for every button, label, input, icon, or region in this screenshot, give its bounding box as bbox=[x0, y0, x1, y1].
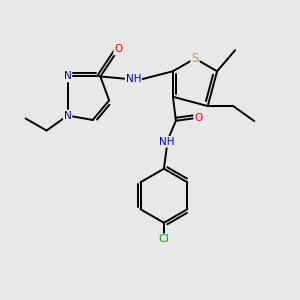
Text: O: O bbox=[194, 113, 202, 123]
Text: N: N bbox=[64, 110, 71, 121]
Text: NH: NH bbox=[159, 137, 175, 147]
Text: N: N bbox=[64, 71, 71, 82]
Text: NH: NH bbox=[126, 74, 141, 85]
Text: S: S bbox=[191, 52, 199, 65]
Text: Cl: Cl bbox=[158, 234, 169, 244]
Text: O: O bbox=[114, 44, 122, 55]
